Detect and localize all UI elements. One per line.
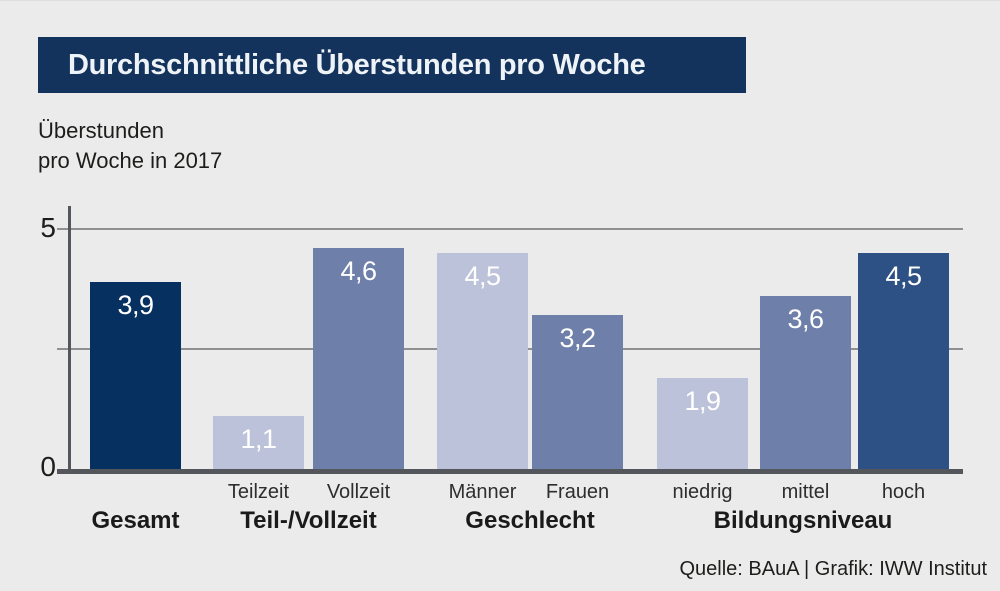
gridline-5 [57, 228, 963, 230]
group-label-geschlecht: Geschlecht [465, 507, 595, 534]
bar-maenner: 4,5 [437, 253, 528, 469]
source-credit: Quelle: BAuA | Grafik: IWW Institut [679, 558, 987, 580]
y-axis-line [68, 206, 71, 474]
group-label-bildungsniveau: Bildungsniveau [713, 507, 893, 534]
x-axis-line [57, 469, 963, 474]
y-axis-description-line1: Überstunden [38, 118, 164, 143]
bar-teilzeit: 1,1 [213, 416, 304, 469]
bar-value-label: 1,9 [684, 386, 721, 416]
x-label-niedrig: niedrig [672, 481, 733, 503]
x-label-maenner: Männer [448, 481, 517, 503]
x-label-hoch: hoch [881, 481, 926, 503]
bar-value-label: 4,5 [885, 261, 922, 291]
group-label-gesamt: Gesamt [91, 507, 180, 534]
bar-value-label: 3,6 [787, 304, 824, 334]
y-tick-label-5: 5 [40, 212, 56, 243]
bar-hoch: 4,5 [858, 253, 949, 469]
y-tick-label-0: 0 [40, 451, 56, 482]
bar-chart: 3,9 Gesamt 1,1 Teilzeit 4,6 Vollzeit Teil-/Vol… [57, 206, 963, 534]
x-label-vollzeit: Vollzeit [326, 481, 391, 503]
bar-value-label: 4,5 [464, 261, 501, 291]
bar-frauen: 3,2 [532, 315, 623, 469]
bar-vollzeit: 4,6 [313, 248, 404, 469]
x-label-frauen: Frauen [545, 481, 610, 503]
x-label-mittel: mittel [781, 481, 830, 503]
group-label-teil-vollzeit: Teil-/Vollzeit [240, 507, 377, 534]
bar-value-label: 4,6 [340, 256, 377, 286]
x-label-teilzeit: Teilzeit [227, 481, 290, 503]
bar-niedrig: 1,9 [657, 378, 748, 469]
bar-value-label: 3,9 [117, 290, 154, 320]
bar-gesamt: 3,9 [90, 282, 181, 469]
bar-value-label: 1,1 [240, 424, 277, 454]
y-axis-description-line2: pro Woche in 2017 [38, 148, 223, 173]
bar-value-label: 3,2 [559, 323, 596, 353]
title-bar: Durchschnittliche Überstunden pro Woche [38, 37, 746, 93]
chart-title: Durchschnittliche Überstunden pro Woche [68, 48, 646, 81]
y-axis-description: Überstunden pro Woche in 2017 [38, 116, 222, 176]
bar-mittel: 3,6 [760, 296, 851, 469]
